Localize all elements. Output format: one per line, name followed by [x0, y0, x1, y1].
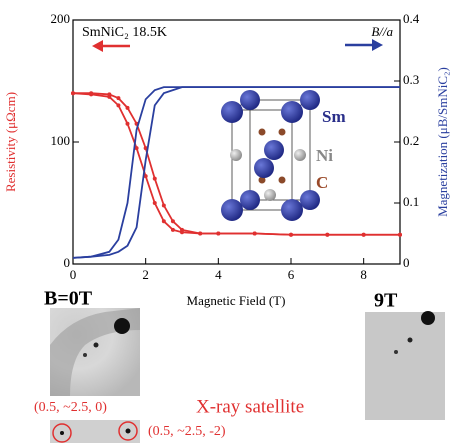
data-point [289, 233, 293, 237]
direction-arrows [92, 39, 383, 52]
data-point [325, 233, 329, 237]
crystal-inset [221, 90, 320, 221]
x-tick-label: 2 [142, 267, 149, 282]
x-tick-label: 0 [70, 267, 77, 282]
data-point [116, 103, 120, 107]
data-point [107, 92, 111, 96]
y-tick-label: 200 [51, 11, 71, 26]
y2-tick-label: 0.1 [403, 194, 419, 209]
data-point [253, 232, 257, 236]
panel-label: 9T [374, 290, 398, 312]
inset-label: Sm [322, 107, 346, 126]
y2-tick-label: 0.2 [403, 133, 419, 148]
data-point [153, 201, 157, 205]
inset-label: Ni [316, 146, 333, 165]
y-axis-label: Resistivity (μΩcm) [3, 92, 18, 192]
data-point [89, 91, 93, 95]
data-point [71, 91, 75, 95]
data-point [116, 96, 120, 100]
x-axis-label: Magnetic Field (T) [187, 293, 286, 308]
data-point [126, 122, 130, 126]
chart-subtitle: B//a [371, 24, 393, 39]
data-point [216, 232, 220, 236]
x-tick-label: 6 [288, 267, 295, 282]
spot-label: (0.5, ~2.5, 0) [34, 400, 107, 415]
xray-image [365, 311, 445, 420]
data-point [126, 106, 130, 110]
spot-markers [50, 420, 140, 443]
y2-tick-label: 0 [403, 255, 410, 270]
panel-label: B=0T [44, 288, 93, 310]
xray-image [50, 308, 140, 396]
inset-label: C [316, 173, 328, 192]
data-point [171, 219, 175, 223]
spot-label: (0.5, ~2.5, -2) [148, 424, 226, 439]
y2-tick-label: 0.4 [403, 11, 420, 26]
data-point [198, 232, 202, 236]
data-point [153, 177, 157, 181]
satellite-label: X-ray satellite [196, 396, 304, 417]
data-point [180, 228, 184, 232]
y-tick-label: 0 [64, 255, 71, 270]
x-tick-label: 4 [215, 267, 222, 282]
chart-title: SmNiC₂ 18.5K [82, 25, 167, 40]
x-tick-label: 8 [360, 267, 367, 282]
data-point [398, 233, 402, 237]
y2-tick-label: 0.3 [403, 72, 419, 87]
figure: SmNiC₂ 18.5K B//a Magnetic Field (T) Res… [0, 0, 451, 443]
y2-axis-label: Magnetization (μB/SmNiC₂) [435, 67, 450, 217]
data-point [362, 233, 366, 237]
data-point [162, 203, 166, 207]
y-tick-label: 100 [51, 133, 71, 148]
data-point [171, 228, 175, 232]
data-point [162, 219, 166, 223]
